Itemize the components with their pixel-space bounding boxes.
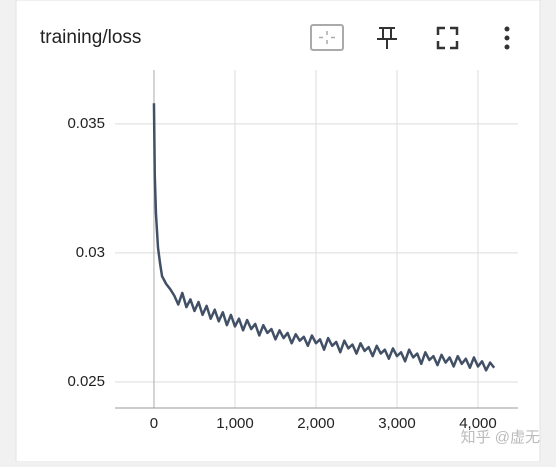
y-tick-label: 0.03	[76, 244, 105, 261]
card	[15, 0, 541, 463]
fit-domain-button[interactable]	[310, 24, 344, 51]
watermark: 知乎 @虚无	[461, 429, 540, 446]
y-tick-label: 0.035	[67, 115, 105, 132]
chart-title: training/loss	[40, 27, 141, 48]
x-tick-label: 1,000	[216, 415, 254, 432]
pin-button[interactable]	[377, 27, 397, 49]
fullscreen-button[interactable]	[436, 26, 459, 50]
x-tick-label: 4,000	[459, 415, 497, 432]
y-tick-label: 0.025	[67, 373, 105, 390]
x-tick-label: 0	[150, 415, 158, 432]
x-tick-label: 3,000	[378, 415, 416, 432]
more-button[interactable]	[504, 26, 510, 50]
x-tick-label: 2,000	[297, 415, 335, 432]
loss-line	[152, 103, 496, 372]
